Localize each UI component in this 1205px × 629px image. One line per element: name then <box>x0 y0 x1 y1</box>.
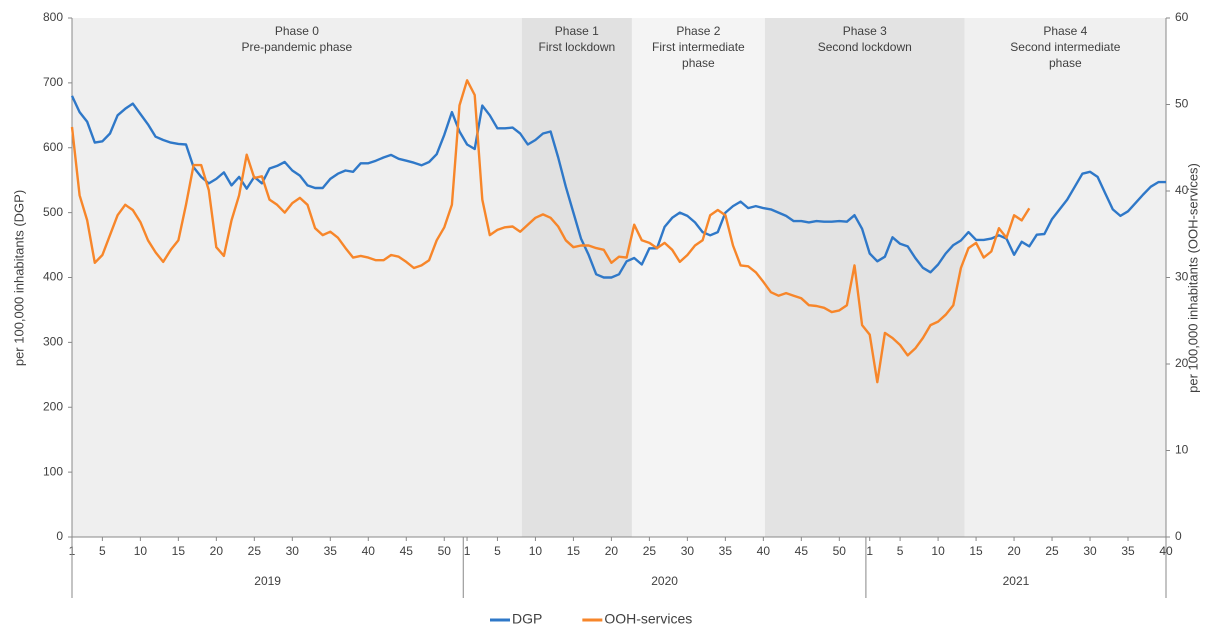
phase-region <box>521 18 632 537</box>
phase-label: Second lockdown <box>818 40 912 54</box>
y-tick-label: 200 <box>43 399 63 413</box>
x-tick-label: 30 <box>681 544 695 558</box>
y-tick-label: 300 <box>43 335 63 349</box>
group-label: 2020 <box>651 574 678 588</box>
series-line <box>70 79 1031 384</box>
y2-tick-label: 0 <box>1175 529 1182 543</box>
phase-label: Phase 2 <box>676 24 720 38</box>
y-tick-label: 100 <box>43 464 63 478</box>
x-tick-label: 50 <box>833 544 847 558</box>
x-tick-label: 40 <box>362 544 376 558</box>
x-tick-label: 30 <box>1083 544 1097 558</box>
x-tick-label: 5 <box>99 544 106 558</box>
phase-label: phase <box>1049 56 1082 70</box>
x-tick-label: 15 <box>969 544 983 558</box>
x-tick-label: 5 <box>897 544 904 558</box>
phase-label: Pre-pandemic phase <box>242 40 353 54</box>
x-tick-label: 20 <box>1007 544 1021 558</box>
phase-label: Second intermediate <box>1010 40 1120 54</box>
y2-tick-label: 20 <box>1175 356 1189 370</box>
y2-tick-label: 50 <box>1175 97 1189 111</box>
y-tick-label: 700 <box>43 75 63 89</box>
x-tick-label: 40 <box>757 544 771 558</box>
group-label: 2021 <box>1003 574 1030 588</box>
y2-tick-label: 40 <box>1175 183 1189 197</box>
x-tick-label: 35 <box>324 544 338 558</box>
x-tick-label: 15 <box>567 544 581 558</box>
y2-tick-label: 30 <box>1175 270 1189 284</box>
y2-tick-label: 10 <box>1175 443 1189 457</box>
group-label: 2019 <box>254 574 281 588</box>
y-tick-label: 400 <box>43 270 63 284</box>
phase-label: phase <box>682 56 715 70</box>
phase-label: Phase 1 <box>555 24 599 38</box>
x-tick-label: 10 <box>134 544 148 558</box>
x-tick-label: 25 <box>248 544 262 558</box>
x-tick-label: 30 <box>286 544 300 558</box>
phase-region <box>964 18 1166 537</box>
legend-label: DGP <box>512 611 542 627</box>
legend-label: OOH-services <box>604 611 692 627</box>
x-tick-label: 1 <box>866 544 873 558</box>
x-tick-label: 10 <box>931 544 945 558</box>
x-tick-label: 5 <box>494 544 501 558</box>
x-tick-label: 35 <box>1121 544 1135 558</box>
x-tick-label: 20 <box>605 544 619 558</box>
y2-axis-title: per 100,000 inhabitants (OOH-services) <box>1185 163 1200 393</box>
x-tick-label: 35 <box>719 544 733 558</box>
x-tick-label: 25 <box>1045 544 1059 558</box>
y-axis-title: per 100,000 inhabitants (DGP) <box>11 190 26 366</box>
y2-tick-label: 60 <box>1175 10 1189 24</box>
phase-label: First lockdown <box>538 40 615 54</box>
x-tick-label: 10 <box>529 544 543 558</box>
phase-region <box>631 18 765 537</box>
x-tick-label: 45 <box>400 544 414 558</box>
x-tick-label: 15 <box>172 544 186 558</box>
phase-label: First intermediate <box>652 40 745 54</box>
x-tick-label: 45 <box>795 544 809 558</box>
phase-label: Phase 0 <box>275 24 319 38</box>
x-tick-label: 1 <box>464 544 471 558</box>
phase-region <box>72 18 522 537</box>
y-tick-label: 600 <box>43 140 63 154</box>
y-tick-label: 500 <box>43 205 63 219</box>
y-tick-label: 800 <box>43 10 63 24</box>
x-tick-label: 25 <box>643 544 657 558</box>
x-tick-label: 20 <box>210 544 224 558</box>
phase-region <box>764 18 965 537</box>
y-tick-label: 0 <box>56 529 63 543</box>
phase-label: Phase 3 <box>843 24 887 38</box>
phase-label: Phase 4 <box>1043 24 1087 38</box>
x-tick-label: 50 <box>438 544 452 558</box>
